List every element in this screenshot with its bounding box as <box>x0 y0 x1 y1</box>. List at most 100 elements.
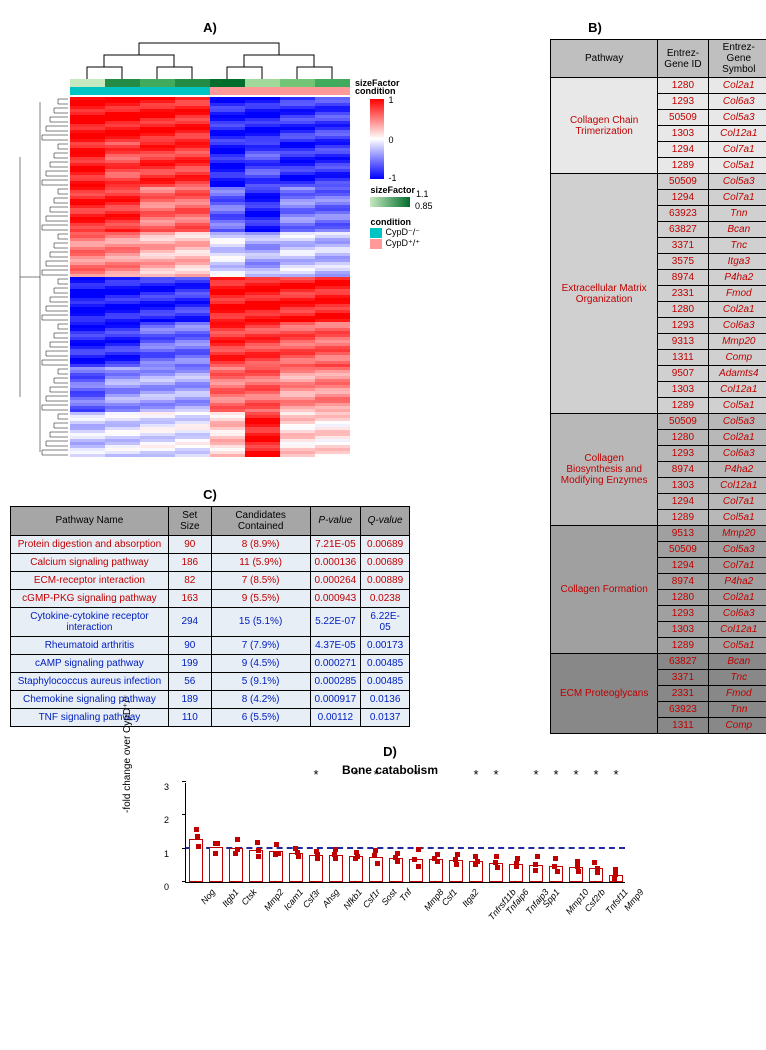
gene-symbol: Col12a1 <box>708 382 766 398</box>
data-point <box>453 857 458 862</box>
data-point <box>255 840 260 845</box>
gene-id: 1311 <box>658 350 708 366</box>
gene-symbol: Col7a1 <box>708 190 766 206</box>
gene-id: 1294 <box>658 190 708 206</box>
data-point <box>256 854 261 859</box>
gene-id: 2331 <box>658 286 708 302</box>
gene-symbol: Col6a3 <box>708 94 766 110</box>
gene-symbol: Col12a1 <box>708 478 766 494</box>
data-point <box>575 864 580 869</box>
table-cell: 8 (4.2%) <box>211 690 310 708</box>
panel-a: A) sizeFactor condition <box>10 20 410 477</box>
data-point <box>332 852 337 857</box>
gene-symbol: Fmod <box>708 286 766 302</box>
table-cell: 6 (5.5%) <box>211 708 310 726</box>
heatmap-legends: 1 0 -1 sizeFactor 1.1 0.85 condition Cyp… <box>370 99 420 249</box>
table-row: Collagen Biosynthesis and Modifying Enzy… <box>551 414 766 430</box>
table-cell: 0.00173 <box>361 636 410 654</box>
panel-b: B) PathwayEntrez-Gene IDEntrez-Gene Symb… <box>420 20 766 734</box>
table-cell: 0.000943 <box>310 589 361 607</box>
gene-symbol: Col6a3 <box>708 446 766 462</box>
gene-symbol: Bcan <box>708 654 766 670</box>
gene-symbol: Col12a1 <box>708 622 766 638</box>
gene-id: 1289 <box>658 398 708 414</box>
data-point <box>493 860 498 865</box>
gene-id: 50509 <box>658 110 708 126</box>
data-point <box>495 865 500 870</box>
panel-c-label: C) <box>10 487 410 502</box>
significance-star: * <box>533 767 538 782</box>
table-header: Candidates Contained <box>211 506 310 535</box>
colorscale-max: 1 <box>388 95 393 105</box>
table-header: Entrez-Gene ID <box>658 40 708 78</box>
table-cell: 9 (5.5%) <box>211 589 310 607</box>
gene-symbol: Tnc <box>708 238 766 254</box>
table-header: Set Size <box>168 506 211 535</box>
gene-symbol: Col2a1 <box>708 302 766 318</box>
gene-id: 63827 <box>658 222 708 238</box>
gene-id: 63827 <box>658 654 708 670</box>
table-cell: ECM-receptor interaction <box>11 571 169 589</box>
table-cell: 0.000285 <box>310 672 361 690</box>
data-point <box>416 864 421 869</box>
gene-id: 1303 <box>658 478 708 494</box>
gene-symbol: Col5a3 <box>708 414 766 430</box>
gene-symbol: Col5a3 <box>708 542 766 558</box>
table-row: cGMP-PKG signaling pathway1639 (5.5%)0.0… <box>11 589 410 607</box>
table-cell: 90 <box>168 535 211 553</box>
gene-id: 1280 <box>658 590 708 606</box>
data-point <box>475 859 480 864</box>
gene-id: 3371 <box>658 670 708 686</box>
gene-symbol: Col5a1 <box>708 510 766 526</box>
plot-area: 0123*********** <box>185 783 625 883</box>
gene-symbol: Col7a1 <box>708 558 766 574</box>
gene-id: 9513 <box>658 526 708 542</box>
annotation-bars <box>70 79 350 95</box>
table-cell: 0.0238 <box>361 589 410 607</box>
gene-id: 63923 <box>658 702 708 718</box>
table-cell: 11 (5.9%) <box>211 553 310 571</box>
table-row: Rheumatoid arthritis907 (7.9%)4.37E-050.… <box>11 636 410 654</box>
gene-id: 8974 <box>658 462 708 478</box>
gene-symbol: Itga3 <box>708 254 766 270</box>
significance-star: * <box>613 767 618 782</box>
table-cell: 0.0137 <box>361 708 410 726</box>
significance-star: * <box>553 767 558 782</box>
table-cell: 56 <box>168 672 211 690</box>
enrichment-table: Pathway NameSet SizeCandidates Contained… <box>10 506 410 727</box>
table-cell: 0.00689 <box>361 535 410 553</box>
table-cell: TNF signaling pathway <box>11 708 169 726</box>
table-cell: Chemokine signaling pathway <box>11 690 169 708</box>
gene-id: 1293 <box>658 446 708 462</box>
table-cell: 0.00689 <box>361 553 410 571</box>
table-cell: 0.00485 <box>361 654 410 672</box>
table-cell: 90 <box>168 636 211 654</box>
data-point <box>494 854 499 859</box>
table-row: Cytokine-cytokine receptor interaction29… <box>11 607 410 636</box>
table-cell: 110 <box>168 708 211 726</box>
heatmap-matrix <box>70 97 350 457</box>
table-cell: 4.37E-05 <box>310 636 361 654</box>
gene-symbol: Fmod <box>708 686 766 702</box>
gene-id: 8974 <box>658 270 708 286</box>
panel-c: C) Pathway NameSet SizeCandidates Contai… <box>10 487 410 735</box>
gene-symbol: Col2a1 <box>708 78 766 94</box>
data-point <box>412 857 417 862</box>
gene-symbol: Col5a3 <box>708 174 766 190</box>
table-row: ECM-receptor interaction827 (8.5%)0.0002… <box>11 571 410 589</box>
heatmap: sizeFactor condition 1 0 -1 sizeFactor 1… <box>10 39 410 469</box>
pathway-cell: Collagen Chain Trimerization <box>551 78 658 174</box>
significance-star: * <box>473 767 478 782</box>
data-point <box>235 837 240 842</box>
data-point <box>552 864 557 869</box>
gene-symbol: P4ha2 <box>708 270 766 286</box>
colorscale-min: -1 <box>388 173 396 183</box>
x-tick-label: Nfkb1 <box>341 887 364 911</box>
gene-symbol: Col7a1 <box>708 142 766 158</box>
x-tick-label: Icam1 <box>282 887 305 912</box>
data-point <box>213 851 218 856</box>
table-cell: 0.00485 <box>361 672 410 690</box>
significance-star: * <box>593 767 598 782</box>
gene-id: 8974 <box>658 574 708 590</box>
gene-id: 1303 <box>658 622 708 638</box>
